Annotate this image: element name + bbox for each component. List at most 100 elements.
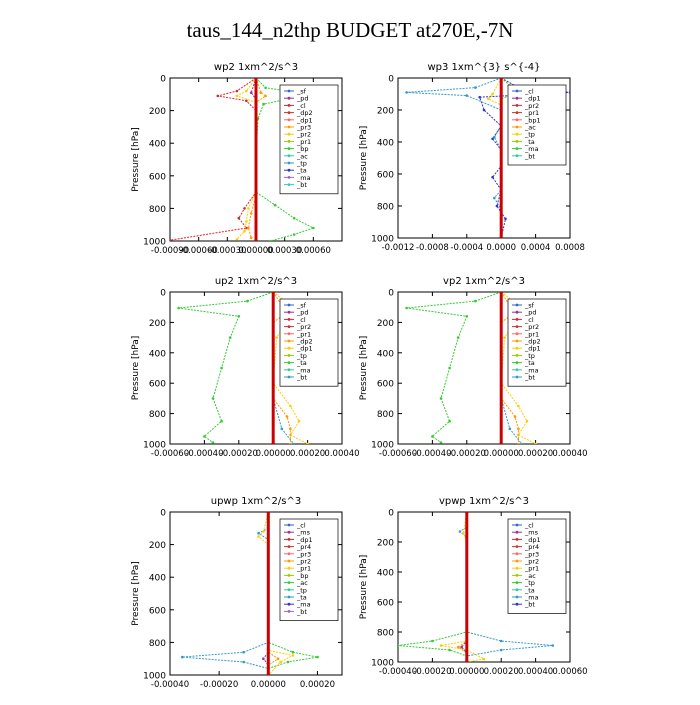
legend-label: _pr3 <box>296 124 311 132</box>
legend-label: _dp1 <box>296 536 313 544</box>
legend-marker <box>287 89 291 93</box>
legend-box <box>279 84 339 195</box>
data-point <box>465 512 469 514</box>
series-line-_tp <box>182 512 269 675</box>
y-tick-label: 200 <box>377 319 394 329</box>
y-tick-label: 400 <box>149 574 166 584</box>
y-tick-label: 1000 <box>143 441 166 451</box>
legend-marker <box>287 118 291 122</box>
legend-label: _tp <box>296 586 307 594</box>
y-tick-label: 800 <box>149 639 166 649</box>
legend-label: _cl <box>296 316 306 324</box>
data-point <box>499 648 503 652</box>
legend-marker <box>515 96 519 100</box>
data-point <box>243 229 246 233</box>
data-point <box>220 366 223 370</box>
y-tick-label: 600 <box>149 172 166 182</box>
legend-marker <box>515 361 519 364</box>
legend-label: _pr1 <box>296 138 311 146</box>
legend-marker <box>287 161 291 165</box>
data-point <box>259 91 263 94</box>
legend-label: _pr1 <box>524 330 539 338</box>
data-point <box>269 239 272 241</box>
data-point <box>551 644 555 647</box>
x-tick-label: 0.00040 <box>552 449 587 459</box>
x-tick-label: -0.00060 <box>151 449 189 459</box>
legend-label: _cl <box>296 522 306 530</box>
legend-marker <box>287 125 291 129</box>
data-point <box>249 91 253 94</box>
legend-label: _bp <box>296 572 309 580</box>
legend-label: _dp1 <box>524 345 541 353</box>
data-point <box>245 99 248 103</box>
legend-label: _ta <box>296 167 307 175</box>
data-point <box>235 238 239 241</box>
data-point <box>235 89 239 93</box>
x-tick-label: 0.00060 <box>552 667 587 677</box>
legend-marker <box>287 581 291 584</box>
legend-marker <box>287 523 291 527</box>
legend-marker <box>287 96 291 100</box>
legend-marker <box>515 375 519 379</box>
data-point <box>491 137 494 141</box>
x-tick-label: 0.00020 <box>518 449 553 459</box>
data-point <box>439 644 443 647</box>
y-tick-label: 1000 <box>143 672 166 682</box>
legend-marker <box>287 147 291 151</box>
legend-marker <box>515 132 519 136</box>
x-tick-label: 0.00020 <box>484 667 519 677</box>
x-tick-label: 0.00040 <box>518 667 553 677</box>
x-tick-label: -0.00030 <box>208 246 246 256</box>
data-point <box>257 531 260 535</box>
legend-marker <box>287 530 291 534</box>
legend-marker <box>515 339 519 343</box>
y-tick-label: 200 <box>149 319 166 329</box>
legend-marker <box>287 602 291 606</box>
legend-label: _sf <box>296 302 307 310</box>
data-point <box>448 366 451 370</box>
data-point <box>448 419 451 423</box>
data-point <box>211 441 215 444</box>
legend-marker <box>515 303 519 307</box>
legend-label: _pd <box>524 309 537 317</box>
legend-label: _pr1 <box>524 109 539 117</box>
legend-label: _ma <box>296 601 311 609</box>
data-point <box>243 207 246 210</box>
legend-label: _ta <box>524 586 535 594</box>
y-tick-label: 400 <box>377 349 394 359</box>
y-tick-label: 1000 <box>371 659 394 669</box>
data-point <box>237 315 241 318</box>
data-point <box>513 415 517 418</box>
series-line-_ac <box>398 512 468 662</box>
x-tick-label: 0.00000 <box>238 246 273 256</box>
y-axis-label: Pressure [hPa] <box>359 336 369 401</box>
series-line-_pr2 <box>440 512 486 662</box>
legend-label: _ma <box>524 145 539 153</box>
legend-marker <box>287 346 291 350</box>
legend-label: _bp1 <box>524 116 541 124</box>
y-tick-label: 400 <box>149 349 166 359</box>
x-tick-label: -0.0008 <box>416 243 449 253</box>
panel-5: vpwp 1xm^2/s^3 Pressure [hPa] 0 200 400 600 80… <box>359 496 588 677</box>
x-tick-label: 0.00000 <box>256 449 291 459</box>
legend-marker <box>287 559 291 563</box>
data-point <box>262 102 265 106</box>
legend-label: _bt <box>524 374 535 382</box>
series-group <box>181 512 319 675</box>
y-axis-label: Pressure [hPa] <box>131 561 141 626</box>
y-tick-label: 0 <box>388 289 394 299</box>
legend-label: _bt <box>296 608 307 616</box>
x-tick-label: -0.0004 <box>450 243 483 253</box>
legend-marker <box>287 545 291 548</box>
series-line-_pr2 <box>235 78 257 240</box>
legend-label: _bt <box>296 181 307 189</box>
data-point <box>257 535 260 538</box>
data-point <box>499 78 503 80</box>
data-point <box>491 92 494 96</box>
legend-label: _ma <box>296 174 311 182</box>
legend-marker <box>515 545 519 548</box>
legend-marker <box>515 602 519 606</box>
legend-marker <box>287 552 291 556</box>
data-point <box>177 306 180 310</box>
